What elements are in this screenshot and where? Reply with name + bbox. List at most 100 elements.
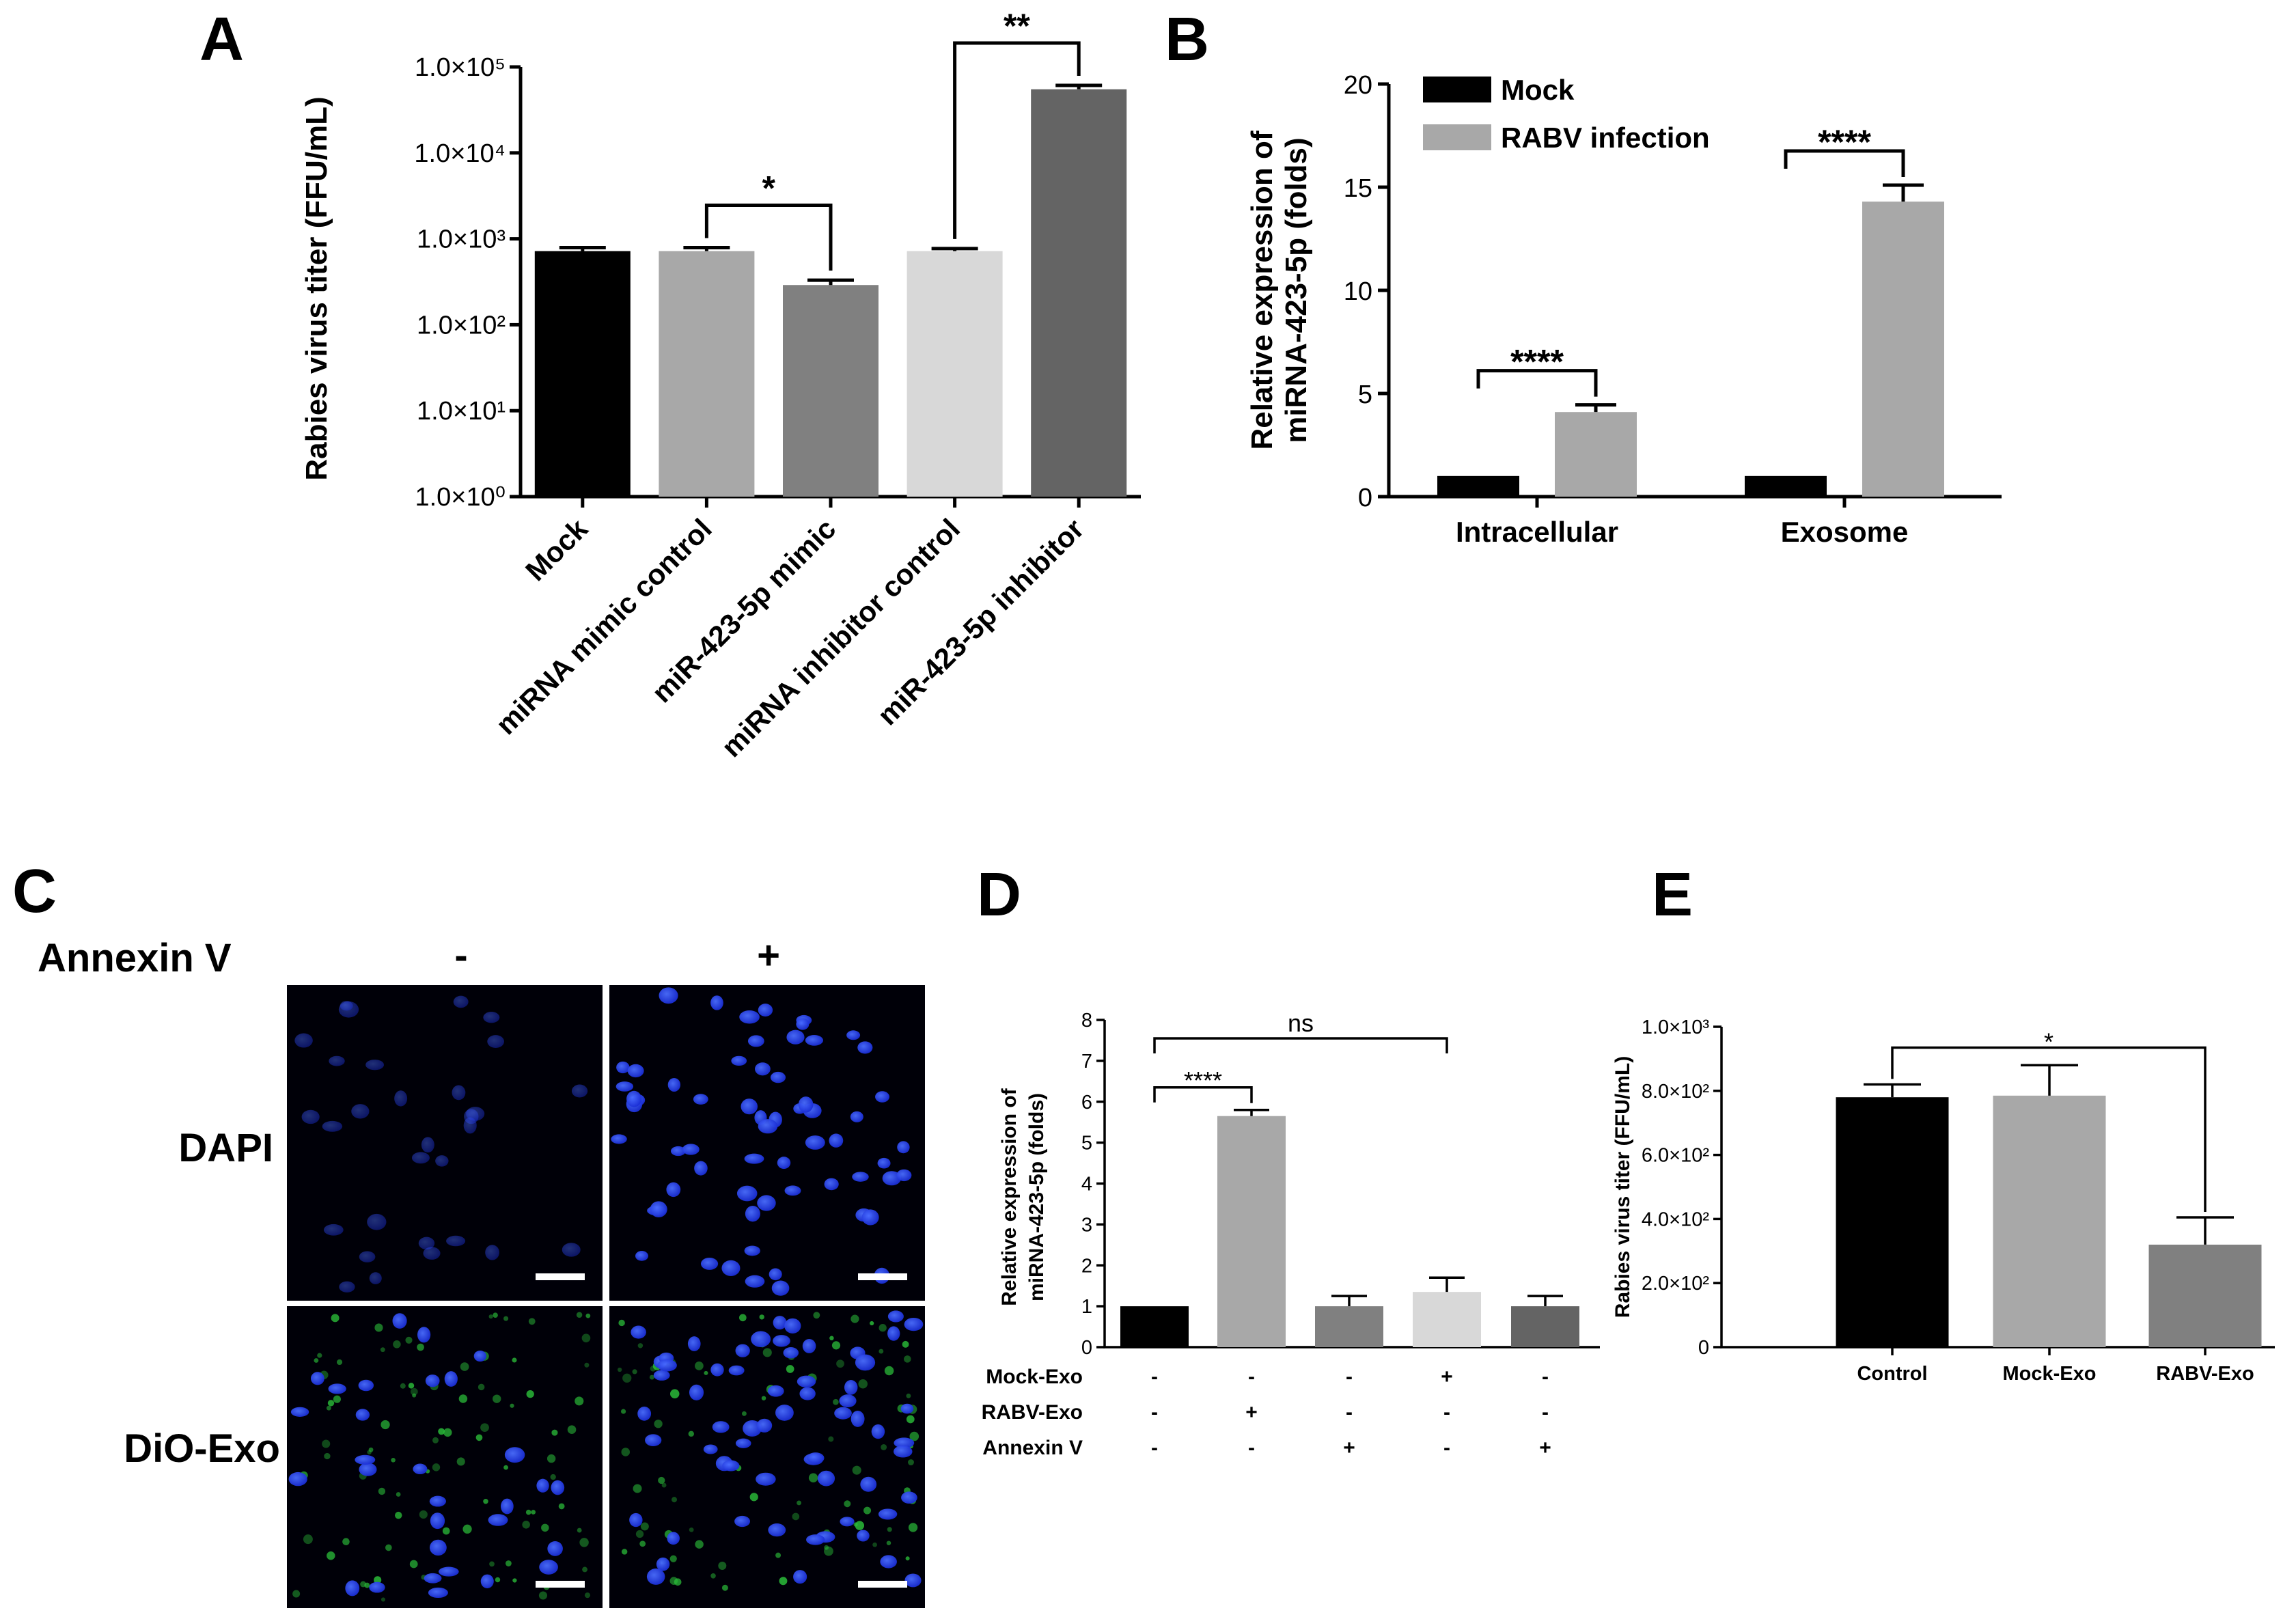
green-exosome-speck: [694, 1362, 704, 1370]
nucleus-blob: [539, 1560, 558, 1575]
significance-label-a: *: [762, 169, 775, 207]
condition-mark-d: -: [1248, 1366, 1255, 1388]
nucleus-blob: [817, 1470, 835, 1487]
nucleus-blob: [487, 1035, 504, 1048]
nucleus-blob: [844, 1379, 858, 1395]
nucleus-blob: [893, 1445, 913, 1458]
nucleus-blob: [345, 1580, 360, 1597]
condition-mark-d: -: [1542, 1401, 1549, 1424]
y-tick-label-d: 6: [1081, 1092, 1092, 1114]
nucleus-blob: [290, 1407, 309, 1417]
green-exosome-speck: [475, 1434, 483, 1441]
nucleus-blob: [850, 1111, 863, 1122]
nucleus-blob: [840, 1517, 855, 1527]
bar-d: [1315, 1306, 1383, 1347]
nucleus-blob: [328, 1383, 346, 1394]
green-exosome-speck: [526, 1390, 534, 1398]
y-tick-label-d: 2: [1081, 1255, 1092, 1277]
nucleus-blob: [369, 1581, 385, 1593]
green-exosome-speck: [618, 1319, 625, 1327]
nucleus-blob: [745, 1206, 760, 1222]
nucleus-blob: [700, 1257, 719, 1270]
green-exosome-speck: [493, 1394, 501, 1403]
error-bar-d: [1234, 1108, 1269, 1116]
green-exosome-speck: [762, 1348, 772, 1357]
green-exosome-speck: [510, 1403, 514, 1408]
nucleus-blob: [846, 1030, 861, 1040]
nucleus-blob: [805, 1135, 825, 1150]
y-axis-label-d-line2: miRNA-423-5p (folds): [1025, 1093, 1048, 1301]
nucleus-blob: [666, 1182, 681, 1198]
nucleus-blob: [562, 1243, 581, 1257]
green-exosome-speck: [582, 1566, 587, 1573]
green-exosome-speck: [669, 1555, 677, 1562]
nucleus-blob: [446, 1235, 466, 1247]
green-exosome-speck: [393, 1340, 401, 1349]
nucleus-blob: [829, 1133, 844, 1148]
green-exosome-speck: [380, 1347, 385, 1353]
green-exosome-speck: [661, 1482, 667, 1488]
nucleus-blob: [771, 1280, 790, 1296]
panel-letter-d: D: [977, 861, 1021, 929]
green-exosome-speck: [710, 1573, 716, 1579]
condition-mark-d: -: [1542, 1366, 1549, 1388]
nucleus-blob: [855, 1354, 876, 1371]
nucleus-blob: [877, 1157, 891, 1169]
condition-mark-d: +: [1343, 1437, 1355, 1459]
nucleus-blob: [768, 1523, 786, 1537]
green-exosome-speck: [906, 1393, 911, 1398]
scale-bar: [536, 1581, 585, 1588]
significance-bracket-a: [953, 41, 1081, 239]
green-exosome-speck: [551, 1429, 558, 1436]
nucleus-blob: [656, 1557, 670, 1571]
green-exosome-speck: [688, 1431, 694, 1437]
scale-bar: [858, 1273, 907, 1280]
green-exosome-speck: [503, 1316, 509, 1321]
nucleus-blob: [797, 1375, 816, 1388]
green-exosome-speck: [460, 1362, 469, 1371]
nucleus-blob: [339, 1281, 355, 1293]
condition-mark-d: -: [1346, 1401, 1353, 1424]
nucleus-blob: [425, 1374, 440, 1387]
nucleus-blob: [728, 1365, 745, 1376]
green-exosome-speck: [621, 1448, 631, 1456]
x-category-label-a: Mock: [519, 512, 594, 588]
green-exosome-speck: [833, 1398, 839, 1405]
legend-label-b: RABV infection: [1501, 122, 1710, 154]
nucleus-blob: [887, 1326, 900, 1341]
nucleus-blob: [359, 1463, 377, 1476]
nucleus-blob: [466, 1107, 485, 1121]
bar-e: [1836, 1097, 1949, 1347]
nucleus-blob: [802, 1338, 816, 1353]
nucleus-blob: [536, 1478, 549, 1493]
nucleus-blob: [857, 1530, 870, 1542]
nucleus-blob: [756, 1418, 773, 1433]
green-exosome-speck: [438, 1428, 445, 1435]
condition-mark-d: -: [1151, 1437, 1158, 1459]
green-exosome-speck: [528, 1318, 536, 1325]
green-exosome-speck: [522, 1521, 530, 1529]
nucleus-blob: [631, 1325, 646, 1339]
nucleus-blob: [485, 1245, 499, 1260]
bar-a: [1031, 89, 1127, 497]
condition-label-d: RABV-Exo: [982, 1401, 1083, 1424]
nucleus-blob: [805, 1035, 824, 1046]
y-tick-label-d: 3: [1081, 1214, 1092, 1236]
nucleus-blob: [310, 1372, 324, 1385]
microscopy-tile: [609, 985, 925, 1301]
green-exosome-speck: [292, 1590, 301, 1598]
green-exosome-speck: [884, 1366, 894, 1376]
nucleus-blob: [659, 987, 678, 1004]
green-exosome-speck: [405, 1336, 413, 1344]
column-label-plus: +: [757, 933, 780, 978]
chart-b: 0 5 10 15 20 Intracellular **** Exosome **** Mock…: [1245, 71, 2002, 548]
nucleus-blob: [703, 1444, 718, 1454]
green-exosome-speck: [828, 1436, 834, 1442]
y-axis-label-d-line1: Relative expression of: [998, 1088, 1021, 1305]
green-exosome-speck: [741, 1411, 747, 1416]
nucleus-blob: [413, 1463, 428, 1475]
green-exosome-speck: [303, 1534, 313, 1545]
bar-b: [1555, 412, 1637, 497]
bar-d: [1217, 1116, 1286, 1347]
green-exosome-speck: [333, 1395, 341, 1403]
